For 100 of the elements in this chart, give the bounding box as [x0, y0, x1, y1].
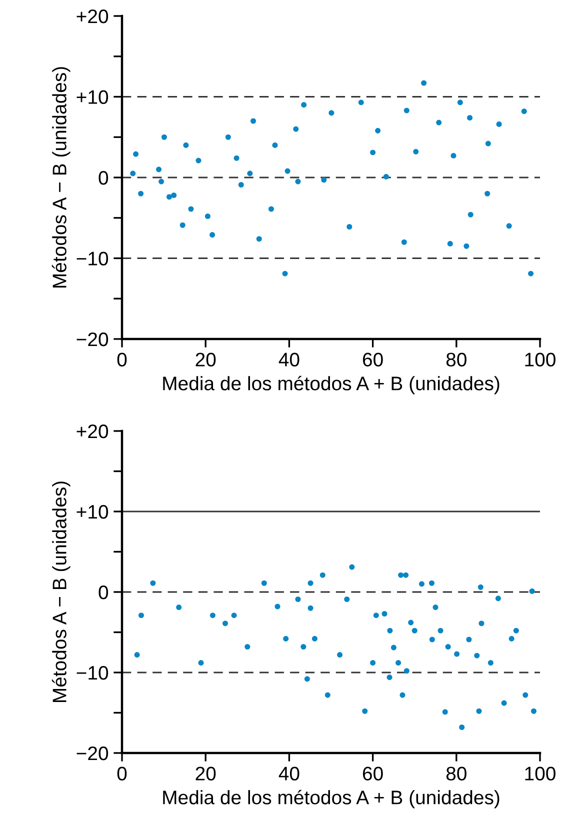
point	[134, 652, 140, 658]
point	[344, 596, 350, 602]
point	[436, 120, 442, 126]
point	[308, 605, 314, 611]
point	[320, 572, 326, 578]
point	[488, 660, 494, 666]
point	[413, 148, 419, 154]
point	[346, 224, 352, 230]
point	[268, 206, 274, 212]
point	[530, 708, 537, 714]
point	[387, 628, 393, 634]
x-tick-label: 0	[117, 766, 127, 780]
point	[370, 150, 376, 156]
point	[225, 134, 231, 140]
point	[468, 212, 474, 218]
point	[321, 177, 327, 183]
point	[382, 610, 388, 617]
point	[373, 612, 379, 618]
point	[457, 100, 463, 106]
point	[337, 652, 343, 658]
point	[476, 708, 482, 714]
point	[158, 178, 164, 184]
x-tick-label: 80	[446, 766, 466, 780]
point	[421, 80, 427, 86]
y-tick-label: −20	[76, 332, 108, 346]
x-tick-label: 80	[446, 352, 466, 366]
y-tick-label: −10	[76, 252, 108, 266]
point	[445, 644, 451, 650]
point	[428, 580, 435, 586]
point	[383, 174, 389, 180]
point	[138, 190, 144, 196]
y-tick-label: −10	[76, 666, 108, 680]
point	[386, 674, 392, 680]
point	[210, 612, 216, 618]
point	[358, 100, 364, 106]
point	[247, 170, 253, 176]
point	[375, 128, 381, 134]
point	[231, 612, 237, 618]
point	[404, 668, 410, 674]
point	[429, 636, 435, 642]
point	[283, 636, 289, 642]
point	[210, 232, 216, 238]
point	[274, 604, 280, 610]
x-tick-label: 60	[362, 766, 383, 780]
point	[454, 651, 460, 657]
point	[495, 596, 501, 602]
point	[250, 118, 256, 124]
x-tick-label: 60	[362, 352, 383, 366]
point	[261, 580, 267, 586]
point	[398, 572, 404, 578]
y-tick-label: +10	[76, 90, 108, 104]
point	[400, 692, 406, 698]
point	[501, 700, 507, 706]
point	[370, 660, 376, 666]
point	[432, 604, 438, 610]
point	[418, 581, 424, 587]
point	[412, 628, 418, 634]
point	[284, 168, 290, 174]
point	[408, 620, 414, 626]
x-tick-label: 20	[196, 352, 216, 366]
x-tick-label: 0	[117, 352, 127, 366]
point	[521, 108, 527, 114]
point	[198, 660, 204, 666]
point	[459, 724, 465, 730]
point	[401, 239, 407, 245]
point	[438, 628, 444, 634]
x-tick-label: 20	[196, 766, 216, 780]
point	[513, 628, 519, 634]
y-tick-label: +10	[76, 504, 108, 519]
point	[293, 126, 299, 132]
point	[295, 596, 301, 602]
point	[130, 170, 136, 176]
point	[256, 236, 262, 242]
point	[133, 151, 139, 157]
y-tick-label: +20	[76, 9, 108, 24]
y-tick-label: +20	[76, 424, 108, 438]
point	[180, 222, 186, 228]
point	[176, 604, 182, 610]
point	[204, 213, 210, 220]
x-tick-label: 40	[278, 352, 300, 366]
point	[474, 652, 480, 658]
point	[300, 644, 306, 650]
point	[496, 121, 502, 127]
point	[528, 270, 534, 276]
point	[196, 158, 202, 164]
point	[324, 692, 330, 698]
point	[403, 572, 409, 578]
point	[328, 110, 334, 116]
point	[362, 708, 368, 714]
point	[484, 190, 490, 196]
point	[447, 240, 453, 246]
point	[161, 134, 167, 140]
point	[396, 660, 402, 666]
point	[312, 636, 318, 642]
y-tick-label: −20	[76, 746, 108, 760]
x-tick-label: 100	[525, 352, 556, 366]
point	[222, 620, 228, 626]
point	[466, 636, 472, 642]
point	[308, 580, 314, 586]
point	[282, 270, 288, 276]
